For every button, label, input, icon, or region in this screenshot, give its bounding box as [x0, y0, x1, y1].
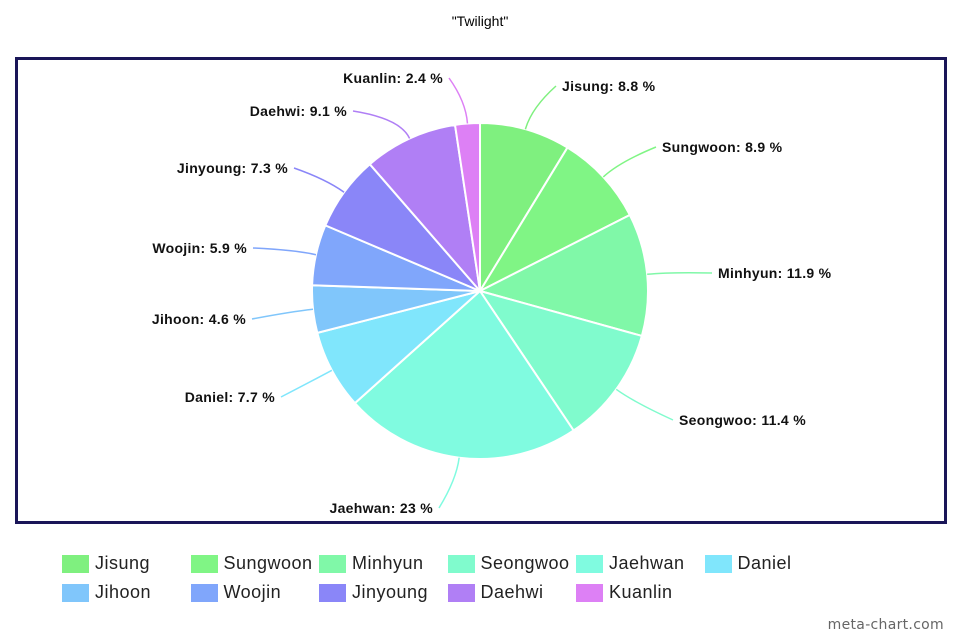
- legend-swatch: [190, 583, 218, 602]
- plot-area: [15, 57, 947, 524]
- leader-line-jihoon: [251, 308, 314, 320]
- leader-line-daehwi: [352, 110, 411, 139]
- data-label-jinyoung: Jinyoung: 7.3 %: [177, 160, 288, 176]
- legend-row: Jihoon Woojin Jinyoung Daehwi Kuanlin: [62, 578, 942, 607]
- legend-item-minhyun: Minhyun: [319, 553, 448, 574]
- legend-label: Daniel: [737, 553, 792, 573]
- legend-item-jisung: Jisung: [62, 553, 191, 574]
- legend-swatch: [62, 583, 89, 602]
- data-label-jisung: Jisung: 8.8 %: [562, 78, 656, 94]
- data-label-sungwoon: Sungwoon: 8.9 %: [662, 139, 783, 155]
- legend-label: Seongwoo: [480, 553, 570, 573]
- pie-slice-seongwoo: [477, 289, 644, 432]
- leader-line-woojin: [252, 247, 317, 256]
- pie-slice-jisung: [479, 121, 569, 295]
- legend-swatch: [447, 554, 475, 573]
- legend-swatch: [190, 554, 218, 573]
- data-label-jaehwan: Jaehwan: 23 %: [330, 500, 434, 516]
- legend-swatch: [447, 583, 475, 602]
- legend-label: Daehwi: [480, 582, 544, 602]
- data-label-kuanlin: Kuanlin: 2.4 %: [343, 70, 443, 86]
- legend-swatch: [319, 554, 346, 573]
- data-label-jihoon: Jihoon: 4.6 %: [152, 311, 246, 327]
- data-label-woojin: Woojin: 5.9 %: [152, 240, 247, 256]
- data-label-seongwoo: Seongwoo: 11.4 %: [679, 412, 806, 428]
- legend-swatch: [319, 583, 346, 602]
- legend-row: Jisung Sungwoon Minhyun Seongwoo Jaehwan Dani…: [62, 549, 942, 578]
- legend-swatch: [576, 554, 603, 573]
- leader-line-jaehwan: [438, 457, 460, 509]
- legend-swatch: [62, 554, 89, 573]
- leader-line-jisung: [524, 85, 557, 130]
- legend-label: Kuanlin: [609, 582, 673, 602]
- legend-item-kuanlin: Kuanlin: [576, 582, 705, 603]
- leader-line-jinyoung: [293, 167, 345, 193]
- legend-label: Jihoon: [95, 582, 152, 602]
- data-label-daniel: Daniel: 7.7 %: [185, 389, 276, 405]
- leader-line-kuanlin: [448, 77, 469, 124]
- legend-swatch: [704, 554, 732, 573]
- legend-label: Minhyun: [352, 553, 424, 573]
- legend-item-sungwoon: Sungwoon: [190, 553, 320, 574]
- legend-item-seongwoo: Seongwoo: [447, 553, 577, 574]
- legend-item-jaehwan: Jaehwan: [576, 553, 705, 574]
- legend-label: Sungwoon: [223, 553, 313, 573]
- legend-item-jinyoung: Jinyoung: [319, 582, 448, 603]
- leader-line-minhyun: [647, 272, 713, 276]
- data-label-minhyun: Minhyun: 11.9 %: [718, 265, 832, 281]
- leader-line-sungwoon: [602, 146, 657, 178]
- pie-slice-jaehwan: [353, 289, 575, 460]
- legend-item-jihoon: Jihoon: [62, 582, 191, 603]
- watermark: meta-chart.com: [827, 617, 944, 633]
- data-label-daehwi: Daehwi: 9.1 %: [250, 103, 348, 119]
- legend-item-daehwi: Daehwi: [447, 582, 577, 603]
- legend-label: Woojin: [223, 582, 282, 602]
- leader-line-seongwoo: [615, 388, 674, 421]
- legend-label: Jaehwan: [609, 553, 685, 573]
- pie-slice-daehwi: [368, 123, 482, 295]
- legend: Jisung Sungwoon Minhyun Seongwoo Jaehwan Dani…: [62, 549, 942, 607]
- pie-slice-sungwoon: [477, 146, 632, 294]
- legend-item-woojin: Woojin: [190, 582, 320, 603]
- leader-line-daniel: [280, 369, 333, 398]
- legend-item-daniel: Daniel: [704, 553, 834, 574]
- legend-swatch: [576, 583, 603, 602]
- chart-title: "Twilight": [451, 13, 509, 29]
- legend-label: Jinyoung: [352, 582, 429, 602]
- legend-label: Jisung: [95, 553, 151, 573]
